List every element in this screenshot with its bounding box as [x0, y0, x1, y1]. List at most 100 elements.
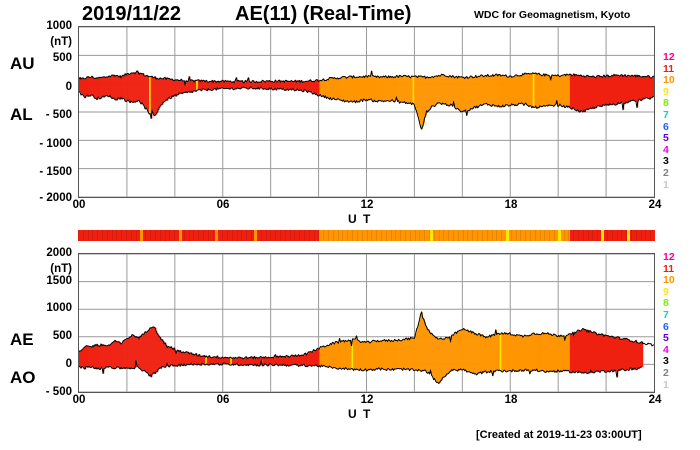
colorbar-segment-0 [78, 230, 320, 241]
bot-xtick-1: 06 [216, 394, 230, 406]
colorbar-gridline [337, 230, 339, 241]
colorbar-marker-0 [140, 230, 144, 241]
colorbar-gridline [106, 230, 108, 241]
colorbar-gridline [462, 230, 464, 241]
legend-entry-12: 12 [663, 251, 675, 263]
bot-ytick-3: 500 [52, 330, 72, 342]
colorbar-gridline [308, 230, 310, 241]
colorbar-gridline [102, 230, 104, 241]
colorbar-gridline [126, 230, 128, 241]
colorbar-gridline [529, 230, 531, 241]
legend-bottom: 12 11 10 9 8 7 6 5 4 3 2 1 [663, 251, 685, 391]
legend-entry-8: 8 [663, 97, 669, 110]
colorbar-gridline [544, 230, 546, 241]
colorbar-gridline [328, 230, 330, 241]
colorbar-gridline [222, 230, 224, 241]
colorbar-gridline [400, 230, 402, 241]
top-ytick-1: 500 [52, 52, 72, 64]
legend-entry-12: 12 [663, 51, 675, 63]
colorbar-gridline [467, 230, 469, 241]
legend-entry-10: 10 [663, 274, 675, 287]
bot-xtick-0: 00 [72, 394, 86, 406]
colorbar-gridline [183, 230, 185, 241]
legend-entry-2: 2 [663, 366, 669, 379]
colorbar-segment-2 [570, 230, 655, 241]
legend-entry-6: 6 [663, 320, 669, 333]
top-xtick-2: 12 [360, 199, 374, 211]
colorbar-gridline [289, 230, 291, 241]
colorbar-gridline [361, 230, 363, 241]
bot-xtick-4: 24 [648, 394, 662, 406]
legend-entry-3: 3 [663, 155, 669, 168]
colorbar-gridline [563, 230, 565, 241]
panel-au-al [78, 26, 655, 198]
colorbar-marker-3 [253, 230, 257, 241]
colorbar-gridline [453, 230, 455, 241]
colorbar-gridline [246, 230, 248, 241]
colorbar-gridline [188, 230, 190, 241]
colorbar-gridline [227, 230, 229, 241]
legend-entry-9: 9 [663, 85, 669, 98]
colorbar-gridline [525, 230, 527, 241]
top-ytick-0: 1000 [46, 20, 72, 32]
colorbar-gridline [424, 230, 426, 241]
colorbar-gridline [549, 230, 551, 241]
colorbar-gridline [510, 230, 512, 241]
colorbar-gridline [82, 230, 84, 241]
colorbar-gridline [414, 230, 416, 241]
colorbar-gridline [515, 230, 517, 241]
bot-ytick-1: 1500 [46, 275, 72, 287]
legend-entry-1: 1 [663, 178, 669, 191]
legend-entry-3: 3 [663, 355, 669, 368]
au-al-plot-svg [79, 27, 654, 197]
colorbar-gridline [616, 230, 618, 241]
colorbar-segment-1 [319, 230, 571, 241]
colorbar-marker-2 [215, 230, 219, 241]
bottom-unit-label: (nT) [50, 263, 72, 275]
legend-entry-1: 1 [663, 378, 669, 391]
legend-top: 12 11 10 9 8 7 6 5 4 3 2 1 [663, 51, 685, 191]
top-unit-label: (nT) [50, 36, 72, 48]
colorbar-gridline [203, 230, 205, 241]
colorbar-gridline [270, 230, 272, 241]
colorbar-gridline [404, 230, 406, 241]
colorbar-gridline [433, 230, 435, 241]
bot-xaxis-label: U T [348, 407, 372, 421]
colorbar-gridline [352, 230, 354, 241]
colorbar-gridline [164, 230, 166, 241]
colorbar-gridline [597, 230, 599, 241]
top-ytick-2: 0 [65, 81, 72, 93]
colorbar-gridline [198, 230, 200, 241]
top-ytick-5: - 1500 [39, 166, 72, 178]
colorbar-gridline [241, 230, 243, 241]
colorbar-gridline [251, 230, 253, 241]
colorbar-gridline [481, 230, 483, 241]
colorbar-gridline [419, 230, 421, 241]
colorbar-marker-6 [558, 230, 562, 241]
legend-entry-4: 4 [663, 143, 669, 156]
top-xtick-4: 24 [648, 199, 662, 211]
colorbar-gridline [207, 230, 209, 241]
colorbar-gridline [303, 230, 305, 241]
colorbar-gridline [640, 230, 642, 241]
colorbar-gridline [87, 230, 89, 241]
colorbar-gridline [457, 230, 459, 241]
ae-ao-plot-svg [79, 254, 654, 392]
colorbar-gridline [279, 230, 281, 241]
colorbar-gridline [390, 230, 392, 241]
top-xtick-0: 00 [72, 199, 86, 211]
colorbar-gridline [174, 230, 176, 241]
colorbar-gridline [539, 230, 541, 241]
colorbar-gridline [486, 230, 488, 241]
chart-credit: WDC for Geomagnetism, Kyoto [474, 9, 631, 21]
legend-entry-4: 4 [663, 343, 669, 356]
colorbar-gridline [650, 230, 652, 241]
legend-entry-7: 7 [663, 108, 669, 121]
colorbar-gridline [409, 230, 411, 241]
legend-entry-5: 5 [663, 132, 669, 145]
colorbar-gridline [626, 230, 628, 241]
chart-title: AE(11) (Real-Time) [235, 3, 412, 25]
colorbar-gridline [573, 230, 575, 241]
colorbar-gridline [443, 230, 445, 241]
